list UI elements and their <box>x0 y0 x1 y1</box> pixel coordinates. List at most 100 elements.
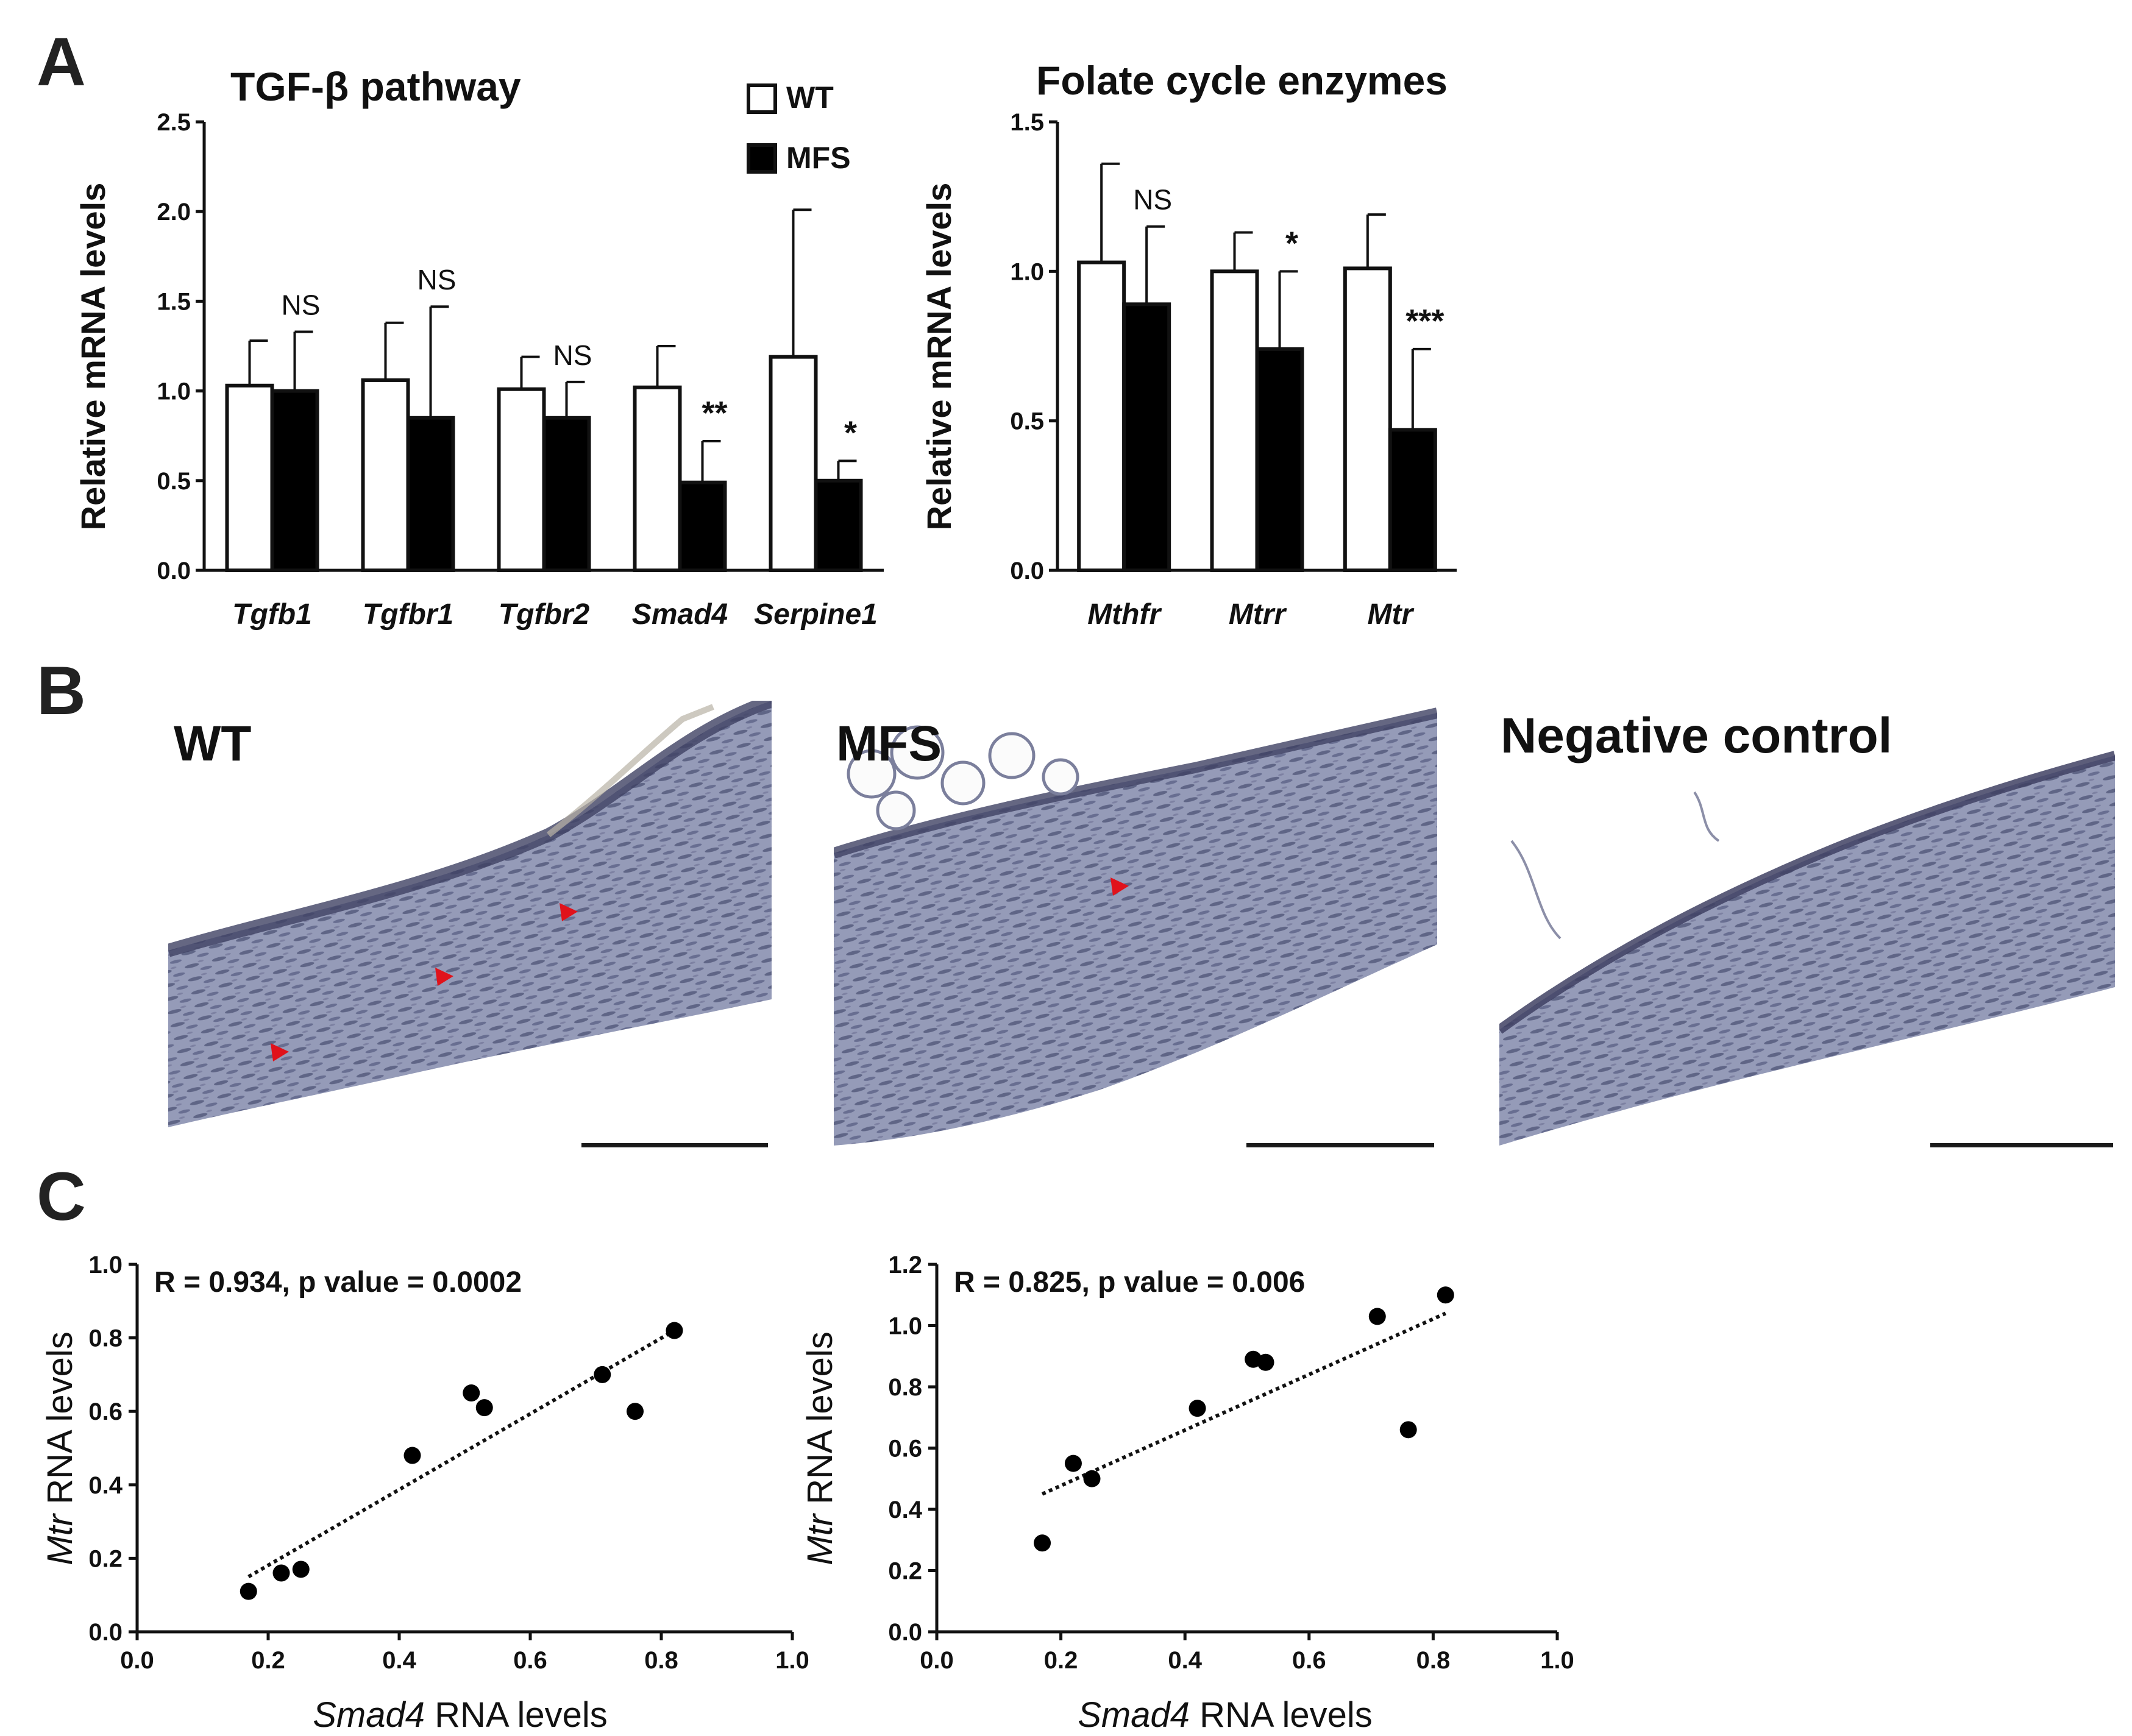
bar-wt-mthfr <box>1077 260 1126 572</box>
x-tick-label: 0.0 <box>120 1647 154 1674</box>
bar-mfs-tgfbr1 <box>406 416 455 573</box>
data-point <box>594 1366 611 1383</box>
x-axis-gene: Smad4 <box>313 1695 425 1735</box>
y-tick-label: 0.6 <box>88 1398 123 1425</box>
bar-mfs-smad4 <box>678 480 727 573</box>
data-point <box>1368 1308 1386 1325</box>
adipocyte-cluster <box>847 725 1079 831</box>
y-tick-label: 1.5 <box>1010 109 1044 136</box>
micrograph-mfs: MFS <box>834 701 1437 1155</box>
y-axis-gene: Mtr <box>800 1512 840 1565</box>
legend-label-wt: WT <box>786 80 834 115</box>
bar-mfs-mtrr <box>1255 347 1304 572</box>
bar-mfs-tgfbr2 <box>542 416 591 573</box>
bar-wt-tgfb1 <box>225 383 274 572</box>
bar-wt-mtrr <box>1210 269 1259 572</box>
plot-area: 0.0 0.2 0.4 0.6 0.8 1.0 0.0 0.2 0.4 0.6 0.8 1.0 1.2 <box>888 1252 1574 1674</box>
folate-cycle-bar-chart: Folate cycle enzymes Relative mRNA level… <box>920 58 1457 631</box>
data-point <box>240 1582 257 1600</box>
arrowhead-marker <box>1110 877 1129 896</box>
category-label: Mtr <box>1368 598 1415 631</box>
significance-label: NS <box>553 339 592 371</box>
data-point <box>292 1561 310 1578</box>
bar-wt-tgfbr1 <box>361 378 410 572</box>
significance-label: ** <box>702 395 727 431</box>
x-tick-label: 0.4 <box>382 1647 416 1674</box>
category-label: Tgfb1 <box>232 598 312 631</box>
plot-area: 0.0 0.5 1.0 1.5 2.0 2.5 NS Tgfb1 NS Tgfbr1 NS Tgfbr… <box>157 109 884 631</box>
y-tick-label: 0.2 <box>88 1545 123 1572</box>
legend-label-mfs: MFS <box>786 141 851 175</box>
scatter-plot-2: R = 0.825, p value = 0.006 Smad4 RNA lev… <box>800 1252 1574 1735</box>
x-tick-label: 0.2 <box>251 1647 285 1674</box>
y-tick-label: 1.0 <box>1010 258 1044 285</box>
bar-mfs-tgfb1 <box>270 389 319 572</box>
data-point <box>1064 1454 1082 1472</box>
x-tick-label: 0.4 <box>1168 1647 1202 1674</box>
legend-swatch-mfs <box>747 143 777 174</box>
adventitia-edge <box>834 707 1437 859</box>
plot-area: 0.0 0.5 1.0 1.5 NS Mthfr * Mtrr *** Mtr <box>1010 109 1457 631</box>
micrograph-label: WT <box>174 716 251 771</box>
y-axis-rest: RNA levels <box>40 1331 80 1514</box>
regression-line <box>247 1328 676 1579</box>
y-tick-label: 0.5 <box>1010 408 1044 435</box>
data-point <box>1437 1286 1454 1304</box>
micrograph-label: Negative control <box>1501 708 1892 763</box>
bar-mfs-mtr <box>1388 428 1437 572</box>
scale-bar <box>581 1143 768 1147</box>
y-tick-label: 0.8 <box>88 1325 123 1352</box>
x-axis-label: Smad4 RNA levels <box>313 1695 608 1735</box>
x-tick-label: 0.6 <box>513 1647 547 1674</box>
scale-bar <box>1930 1143 2113 1147</box>
data-point <box>1399 1421 1417 1439</box>
loose-adventitia <box>546 704 714 837</box>
correlation-annotation: R = 0.934, p value = 0.0002 <box>154 1266 522 1298</box>
micrograph-negative-control: Negative control <box>1499 701 2115 1155</box>
category-label: Mthfr <box>1087 598 1162 631</box>
y-tick-label: 2.0 <box>157 199 191 225</box>
y-tick-label: 0.0 <box>88 1619 123 1646</box>
correlation-annotation: R = 0.825, p value = 0.006 <box>954 1266 1305 1298</box>
data-point <box>1083 1470 1101 1487</box>
data-point <box>272 1564 290 1582</box>
panel-letter-b: B <box>37 653 86 729</box>
data-point <box>1034 1534 1051 1552</box>
significance-label: NS <box>282 289 321 321</box>
data-point <box>463 1384 480 1402</box>
y-tick-label: 0.5 <box>157 468 191 495</box>
data-point <box>666 1322 683 1339</box>
significance-label: *** <box>1405 303 1444 339</box>
x-axis-rest: RNA levels <box>425 1695 608 1735</box>
data-point <box>403 1447 421 1464</box>
regression-line <box>1041 1311 1446 1496</box>
y-tick-label: 0.0 <box>888 1619 922 1646</box>
y-tick-label: 0.0 <box>157 558 191 584</box>
significance-label: * <box>1285 225 1298 261</box>
y-tick-label: 0.6 <box>888 1436 922 1462</box>
panel-letter-c: C <box>37 1158 86 1235</box>
y-tick-label: 0.4 <box>888 1497 922 1523</box>
adventitia-edge <box>168 701 772 957</box>
x-tick-label: 0.8 <box>644 1647 678 1674</box>
arrowhead-marker <box>435 968 453 986</box>
micrograph-wt: WT <box>168 701 772 1155</box>
x-tick-label: 0.2 <box>1044 1647 1078 1674</box>
bar-wt-mtr <box>1343 266 1392 572</box>
fiber-strand <box>1510 840 1562 940</box>
bar-wt-serpine1 <box>769 355 818 572</box>
bar-mfs-serpine1 <box>814 478 863 572</box>
y-axis-label: Mtr RNA levels <box>800 1331 840 1565</box>
category-label: Mtrr <box>1229 598 1287 631</box>
fiber-strand <box>1693 791 1720 842</box>
y-tick-label: 0.2 <box>888 1558 922 1585</box>
y-axis-gene: Mtr <box>40 1512 80 1565</box>
y-tick-label: 0.4 <box>88 1472 123 1499</box>
legend-swatch-wt <box>747 83 777 114</box>
y-tick-label: 1.2 <box>888 1252 922 1278</box>
data-point <box>627 1403 644 1420</box>
category-label: Serpine1 <box>754 598 878 631</box>
significance-label: * <box>844 414 857 451</box>
data-point <box>1257 1353 1274 1371</box>
